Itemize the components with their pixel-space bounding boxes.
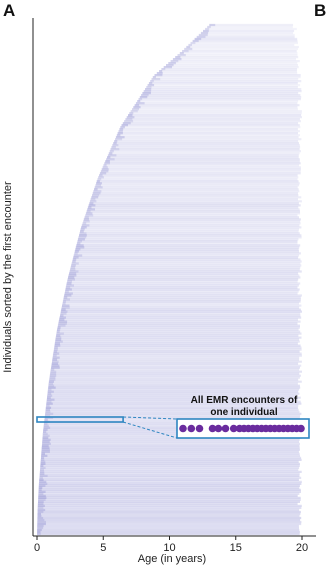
encounter-density (37, 23, 302, 536)
encounter-dot (195, 424, 204, 433)
encounter-dot (187, 424, 196, 433)
encounter-dot (214, 424, 223, 433)
encounter-dot (179, 424, 187, 433)
encounter-dot (208, 424, 217, 433)
highlighted-individual: All EMR encounters of one individual (36, 395, 310, 439)
x-tick-label-10: 10 (163, 542, 175, 554)
panel-label-a: A (3, 1, 15, 20)
y-axis-label: Individuals sorted by the first encounte… (2, 181, 14, 373)
panel-label-b: B (314, 1, 326, 20)
x-axis-ticks: 0 5 10 15 20 (34, 536, 308, 554)
encounter-dot (221, 424, 230, 433)
encounter-dot (297, 424, 305, 433)
x-tick-label-15: 15 (230, 542, 242, 554)
x-tick-label-0: 0 (34, 542, 40, 554)
connector-line-top (123, 416, 178, 420)
annotation-line-1: All EMR encounters of (191, 395, 298, 406)
encounter-dot (229, 424, 238, 433)
zoom-encounter-dots (179, 424, 305, 433)
annotation-line-2: one individual (210, 407, 277, 418)
x-axis-label: Age (in years) (138, 553, 206, 565)
highlight-row-box (36, 416, 124, 423)
x-tick-label-20: 20 (296, 542, 308, 554)
connector-line-bottom (122, 421, 178, 439)
x-tick-label-5: 5 (100, 542, 106, 554)
